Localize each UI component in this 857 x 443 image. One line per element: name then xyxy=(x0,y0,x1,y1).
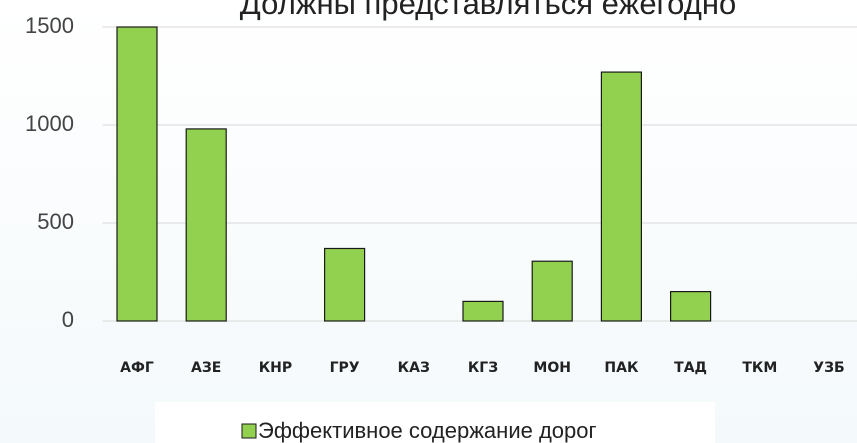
x-tick-label: ГРУ xyxy=(330,360,360,376)
bar xyxy=(462,300,504,322)
legend-swatch xyxy=(241,423,257,439)
bar xyxy=(324,247,366,322)
bar xyxy=(116,26,158,322)
legend-label: Эффективное содержание дорог xyxy=(258,418,597,443)
x-tick-label: ТКМ xyxy=(742,360,777,376)
x-tick-label: ТАД xyxy=(674,360,707,376)
bar xyxy=(669,291,712,322)
x-tick-label: КГЗ xyxy=(468,360,498,376)
y-tick-label: 500 xyxy=(37,209,74,234)
bar xyxy=(531,260,573,322)
x-tick-label: АЗЕ xyxy=(191,360,221,376)
x-tick-label: КНР xyxy=(259,360,292,376)
x-tick-label: МОН xyxy=(533,360,571,376)
x-tick-label: УЗБ xyxy=(813,360,844,376)
bar xyxy=(600,71,643,322)
chart-title: Должны представляться ежегодно xyxy=(240,0,736,21)
x-tick-label: ПАК xyxy=(604,360,639,376)
y-tick-label: 1000 xyxy=(25,111,74,136)
x-tick-label: КАЗ xyxy=(398,360,430,376)
y-tick-label: 0 xyxy=(62,307,74,332)
x-tick-label: АФГ xyxy=(120,360,154,376)
bar xyxy=(185,128,227,322)
y-tick-label: 1500 xyxy=(25,13,74,38)
